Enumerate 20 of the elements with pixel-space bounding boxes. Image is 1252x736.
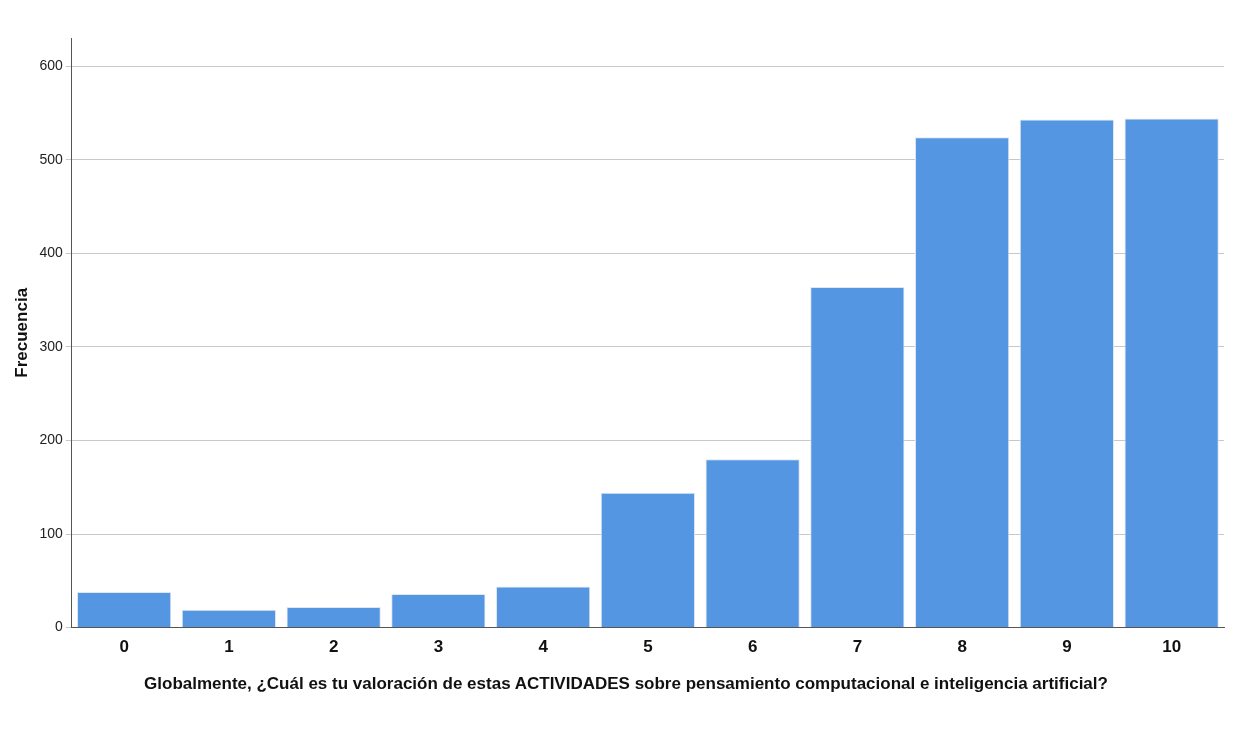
x-tick-label: 7 (852, 637, 863, 657)
y-tick-label: 500 (39, 150, 63, 167)
y-tick-label: 400 (39, 244, 63, 261)
x-tick-label: 0 (119, 637, 129, 657)
y-tick-label: 200 (39, 431, 63, 448)
x-tick-label: 2 (328, 637, 339, 657)
x-tick-label: 6 (747, 637, 758, 657)
x-tick-label: 8 (957, 637, 967, 657)
y-axis-title: Frecuencia (11, 287, 31, 378)
y-tick-label: 100 (39, 524, 63, 541)
x-tick-label: 3 (433, 637, 444, 657)
x-tick-label: 10 (1162, 637, 1182, 657)
x-axis-title: Globalmente, ¿Cuál es tu valoración de estas ACTIVIDADES sobre pensamiento computacional e inteligencia artificial? (143, 674, 1109, 693)
x-tick-label: 4 (538, 637, 549, 657)
x-tick-label: 9 (1062, 637, 1072, 657)
y-tick-label: 300 (39, 337, 63, 354)
y-tick-label: 600 (39, 56, 63, 73)
x-tick-label: 1 (224, 637, 234, 657)
y-tick-label: 0 (54, 618, 63, 635)
x-tick-label: 5 (643, 637, 653, 657)
